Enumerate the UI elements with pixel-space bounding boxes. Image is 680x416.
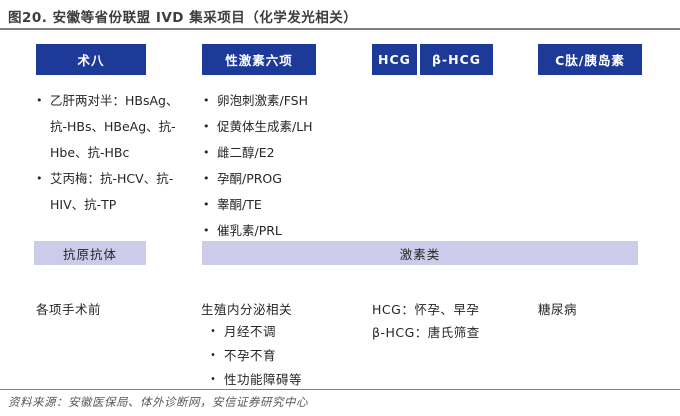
header-box-cpeptide-insulin: C肽/胰岛素 (538, 44, 642, 75)
header-box-surgery-eight: 术八 (36, 44, 146, 75)
bottom-divider (0, 389, 680, 390)
list-item: 催乳素/PRL (201, 218, 366, 244)
list-item: 艾丙梅：抗-HCV、抗-HIV、抗-TP (34, 166, 186, 218)
list-item: 睾酮/TE (201, 192, 366, 218)
band-hormones: 激素类 (202, 241, 638, 265)
header-box-hcg: HCG (372, 44, 417, 75)
list-item: 乙肝两对半：HBsAg、抗-HBs、HBeAg、抗-Hbe、抗-HBc (34, 88, 186, 166)
source-note: 资料来源：安徽医保局、体外诊断网，安信证券研究中心 (8, 395, 308, 409)
header-box-sex-hormone-six: 性激素六项 (202, 44, 316, 75)
list-item: 卵泡刺激素/FSH (201, 88, 366, 114)
list-item: 不孕不育 (208, 344, 358, 368)
sex-hormone-list: 卵泡刺激素/FSH 促黄体生成素/LH 雌二醇/E2 孕酮/PROG 睾酮/TE… (201, 88, 366, 244)
application-diabetes: 糖尿病 (538, 302, 578, 317)
top-divider (0, 28, 680, 30)
figure-title: 图20. 安徽等省份联盟 IVD 集采项目（化学发光相关） (8, 10, 358, 26)
list-item: 雌二醇/E2 (201, 140, 366, 166)
application-surgery: 各项手术前 (36, 302, 102, 317)
list-item: 促黄体生成素/LH (201, 114, 366, 140)
reproductive-list: 月经不调 不孕不育 性功能障碍等 (208, 320, 358, 392)
surgery-panel-list: 乙肝两对半：HBsAg、抗-HBs、HBeAg、抗-Hbe、抗-HBc 艾丙梅：… (34, 88, 186, 218)
list-item: 月经不调 (208, 320, 358, 344)
list-item: 孕酮/PROG (201, 166, 366, 192)
band-antigen-antibody: 抗原抗体 (34, 241, 146, 265)
application-hcg: HCG：怀孕、早孕 (372, 302, 480, 317)
application-beta-hcg: β-HCG：唐氏筛查 (372, 325, 480, 340)
list-item: 性功能障碍等 (208, 368, 358, 392)
header-box-beta-hcg: β-HCG (420, 44, 493, 75)
application-reproductive-heading: 生殖内分泌相关 (201, 302, 293, 317)
